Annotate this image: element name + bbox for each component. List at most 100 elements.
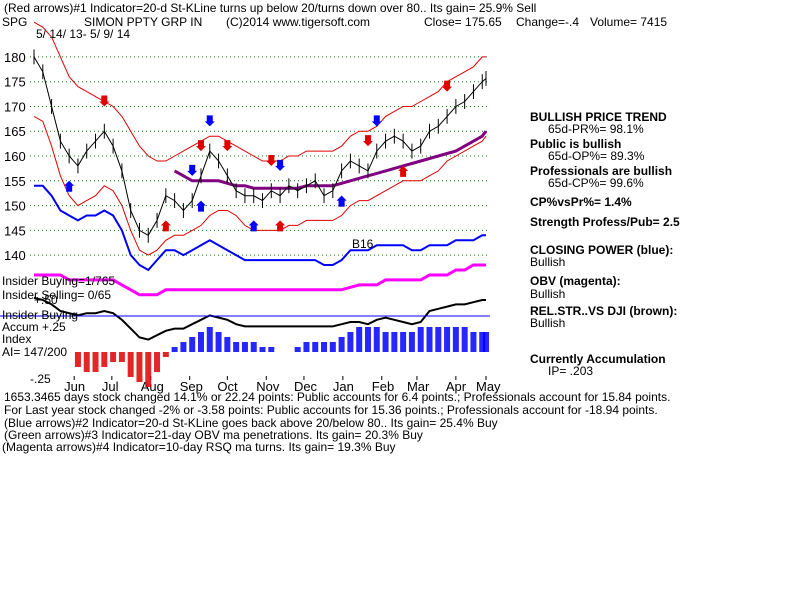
obv-title: OBV (magenta): [530,274,621,288]
relstr-value: Bullish [530,316,565,330]
accum-bar-23 [233,342,240,352]
x-tick-feb: Feb [372,379,394,394]
series-layer [33,21,489,387]
closing-power-title: CLOSING POWER (blue): [530,243,673,257]
y-tick-165: 165 [4,124,26,139]
accum-bar-31 [303,342,310,352]
pros-title: Professionals are bullish [530,164,672,178]
accum-bar-5 [74,352,81,367]
blue-arrow-6 [336,195,347,207]
red-arrow-4 [362,135,373,147]
footer-line3: (Blue arrows)#2 Indicator=20-d St-KLine … [4,416,498,430]
accum-bar-49 [461,327,468,352]
accum-bar-6 [83,352,90,372]
cpvspr-value: CP%vsPr%= 1.4% [530,195,632,209]
accum-bar-37 [356,327,363,352]
accum-bar-38 [364,327,371,352]
y-tick-155: 155 [4,174,26,189]
accum-bar-26 [259,347,266,352]
accum-bar-50 [470,332,477,352]
red-arrow-2 [222,140,233,152]
insider-buying-ratio: Insider Buying=1/765 [2,274,115,288]
x-tick-jun: Jun [64,379,85,394]
accum-bar-7 [92,352,99,372]
plus50-label: +.50 [34,293,58,307]
blue-arrow-1 [187,164,198,176]
accum-bar-17 [180,342,187,352]
accum-bar-48 [452,327,459,352]
red-arrow-3 [266,154,277,166]
upper-band-line [33,21,486,162]
accum-bar-46 [435,327,442,352]
public-title: Public is bullish [530,137,621,151]
y-tick-labels: 140 145 150 155 160 165 170 175 180 [4,50,26,263]
red-arrow-6 [442,80,453,92]
header-date-range: 5/ 14/ 13- 5/ 9/ 14 [36,27,130,41]
closing-power-line [34,184,486,272]
red-arrow-5 [398,165,409,177]
blue-arrow-7 [371,115,382,127]
accum-bar-43 [408,332,415,352]
accum-bar-19 [197,332,204,352]
accum-title: Currently Accumulation [530,352,666,366]
red-arrow-1 [195,140,206,152]
x-tick-dec: Dec [294,379,318,394]
accum-bar-35 [338,337,345,352]
red-arrow-8 [275,220,286,232]
ai-label: AI= 147/200 [2,345,67,359]
header-volume: Volume= 7415 [590,15,667,29]
blue-arrow-0 [64,180,75,192]
trend-title: BULLISH PRICE TREND [530,110,667,124]
y-tick-170: 170 [4,99,26,114]
footer-line4: (Green arrows)#3 Indicator=21-day OBV ma… [4,428,423,442]
insider-line [33,296,486,341]
minus25-label: -.25 [30,372,51,386]
x-tick-apr: Apr [446,379,467,394]
accum-bar-39 [373,327,380,352]
x-tick-may: May [476,379,501,394]
accum-bar-24 [241,342,248,352]
accum-bar-12 [136,352,143,382]
blue-arrow-2 [204,115,215,127]
obv-value: Bullish [530,287,565,301]
footer-line2: For Last year stock changed -2% or -3.58… [4,403,658,417]
x-tick-oct: Oct [217,379,238,394]
header-line1: (Red arrows)#1 Indicator=20-d St-KLine t… [4,1,536,15]
y-tick-175: 175 [4,75,26,90]
x-tick-nov: Nov [256,379,280,394]
accum-bar-15 [162,352,169,357]
accum-bar-21 [215,332,222,352]
signal-arrows [64,80,453,232]
accum-bar-9 [110,352,117,362]
b16-label: B16 [352,237,374,251]
accum-bar-47 [444,327,451,352]
pr-value: 65d-PR%= 98.1% [548,122,644,136]
blue-arrow-4 [195,200,206,212]
x-tick-labels: Jun Jul Aug Sep Oct Nov Dec Jan Feb Mar Apr May [64,376,501,394]
accum-bar-34 [329,342,336,352]
y-tick-160: 160 [4,149,26,164]
y-tick-150: 150 [4,199,26,214]
accum-bar-11 [127,352,134,377]
accum-bar-36 [347,332,354,352]
header-change: Change=-.4 [516,15,579,29]
accum-bar-14 [154,352,161,372]
closing-power-value: Bullish [530,255,565,269]
ma-line [173,130,488,190]
accum-plus25-label: Accum +.25 [2,320,66,334]
x-tick-mar: Mar [407,379,430,394]
accum-bar-44 [417,327,424,352]
accum-bar-30 [294,347,301,352]
cp-value: 65d-CP%= 99.6% [548,176,644,190]
accum-bar-51 [479,332,486,352]
insider-selling-label: Insider Selling= 0/65 [2,288,111,302]
x-tick-jan: Jan [333,379,354,394]
y-tick-145: 145 [4,223,26,238]
red-arrow-7 [160,220,171,232]
index-label: Index [2,332,31,346]
accum-bar-8 [101,352,108,367]
header-symbol: SPG [2,15,27,29]
footer-line1: 1653.3465 days stock changed 14.1% or 22… [4,390,670,404]
accum-bar-22 [224,337,231,352]
accum-bar-40 [382,332,389,352]
